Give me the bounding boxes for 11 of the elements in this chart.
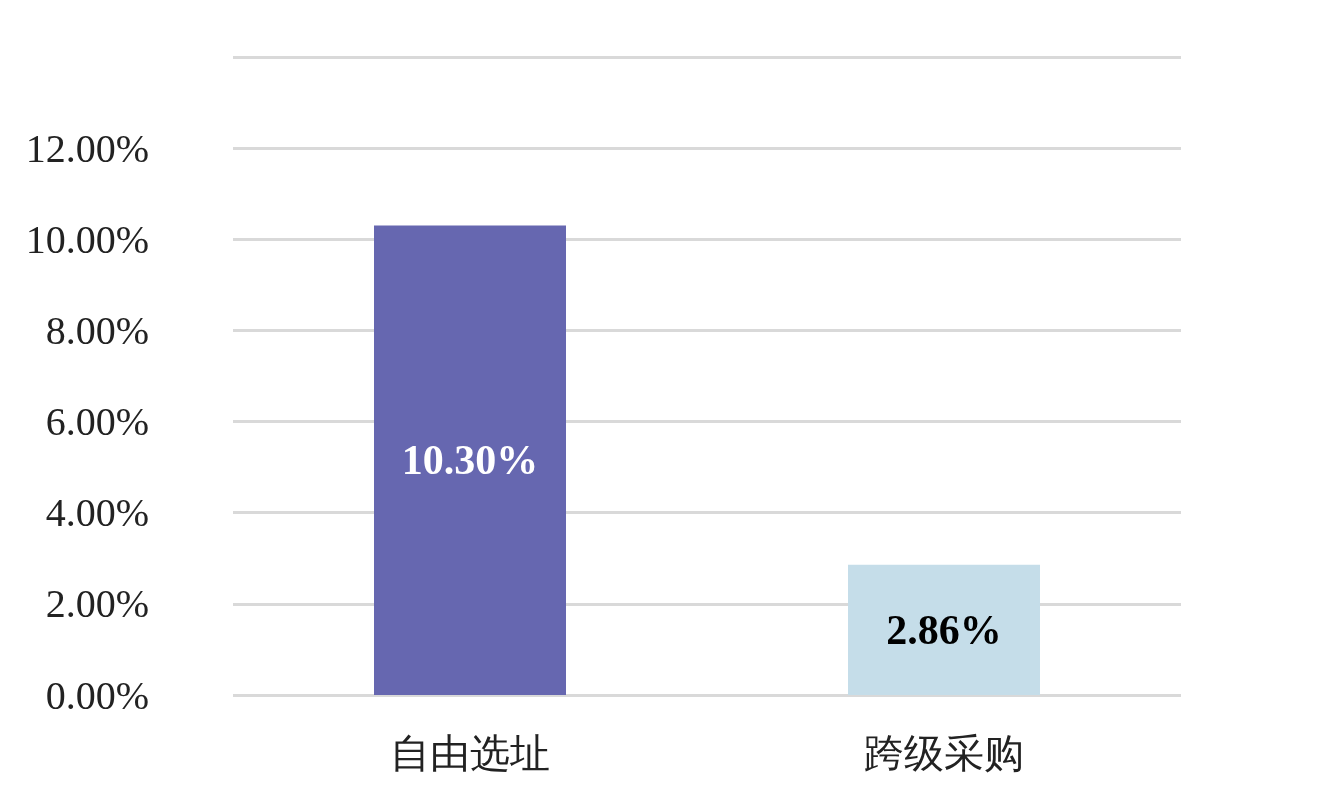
data-label: 10.30% — [401, 437, 539, 484]
y-tick-label: 8.00% — [45, 307, 149, 353]
x-tick-label: 跨级采购 — [864, 731, 1024, 775]
y-tick-label: 4.00% — [45, 490, 149, 536]
y-tick-label: 0.00% — [45, 672, 149, 718]
y-tick-label: 10.00% — [25, 216, 149, 262]
y-tick-label: 12.00% — [25, 125, 149, 171]
data-label: 2.86% — [886, 606, 1002, 653]
y-tick-label: 2.00% — [45, 581, 149, 627]
y-tick-label: 6.00% — [45, 399, 149, 445]
x-tick-label: 自由选址 — [390, 731, 550, 775]
